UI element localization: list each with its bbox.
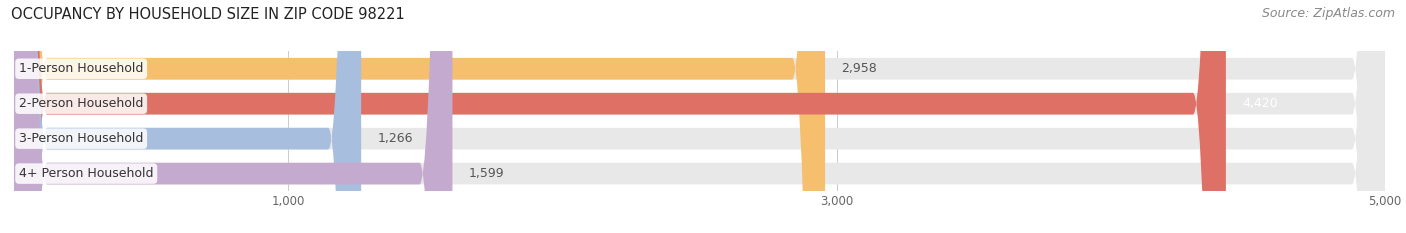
Text: Source: ZipAtlas.com: Source: ZipAtlas.com bbox=[1261, 7, 1395, 20]
FancyBboxPatch shape bbox=[14, 0, 1385, 233]
FancyBboxPatch shape bbox=[14, 0, 1226, 233]
Text: 3-Person Household: 3-Person Household bbox=[20, 132, 143, 145]
FancyBboxPatch shape bbox=[14, 0, 1385, 233]
Text: 4,420: 4,420 bbox=[1243, 97, 1278, 110]
FancyBboxPatch shape bbox=[14, 0, 453, 233]
Text: 1,599: 1,599 bbox=[470, 167, 505, 180]
FancyBboxPatch shape bbox=[14, 0, 361, 233]
Text: 2,958: 2,958 bbox=[842, 62, 877, 75]
Text: 1,266: 1,266 bbox=[378, 132, 413, 145]
FancyBboxPatch shape bbox=[14, 0, 1385, 233]
FancyBboxPatch shape bbox=[14, 0, 1385, 233]
Text: OCCUPANCY BY HOUSEHOLD SIZE IN ZIP CODE 98221: OCCUPANCY BY HOUSEHOLD SIZE IN ZIP CODE … bbox=[11, 7, 405, 22]
FancyBboxPatch shape bbox=[14, 0, 825, 233]
Text: 2-Person Household: 2-Person Household bbox=[20, 97, 143, 110]
Text: 1-Person Household: 1-Person Household bbox=[20, 62, 143, 75]
Text: 4+ Person Household: 4+ Person Household bbox=[20, 167, 153, 180]
